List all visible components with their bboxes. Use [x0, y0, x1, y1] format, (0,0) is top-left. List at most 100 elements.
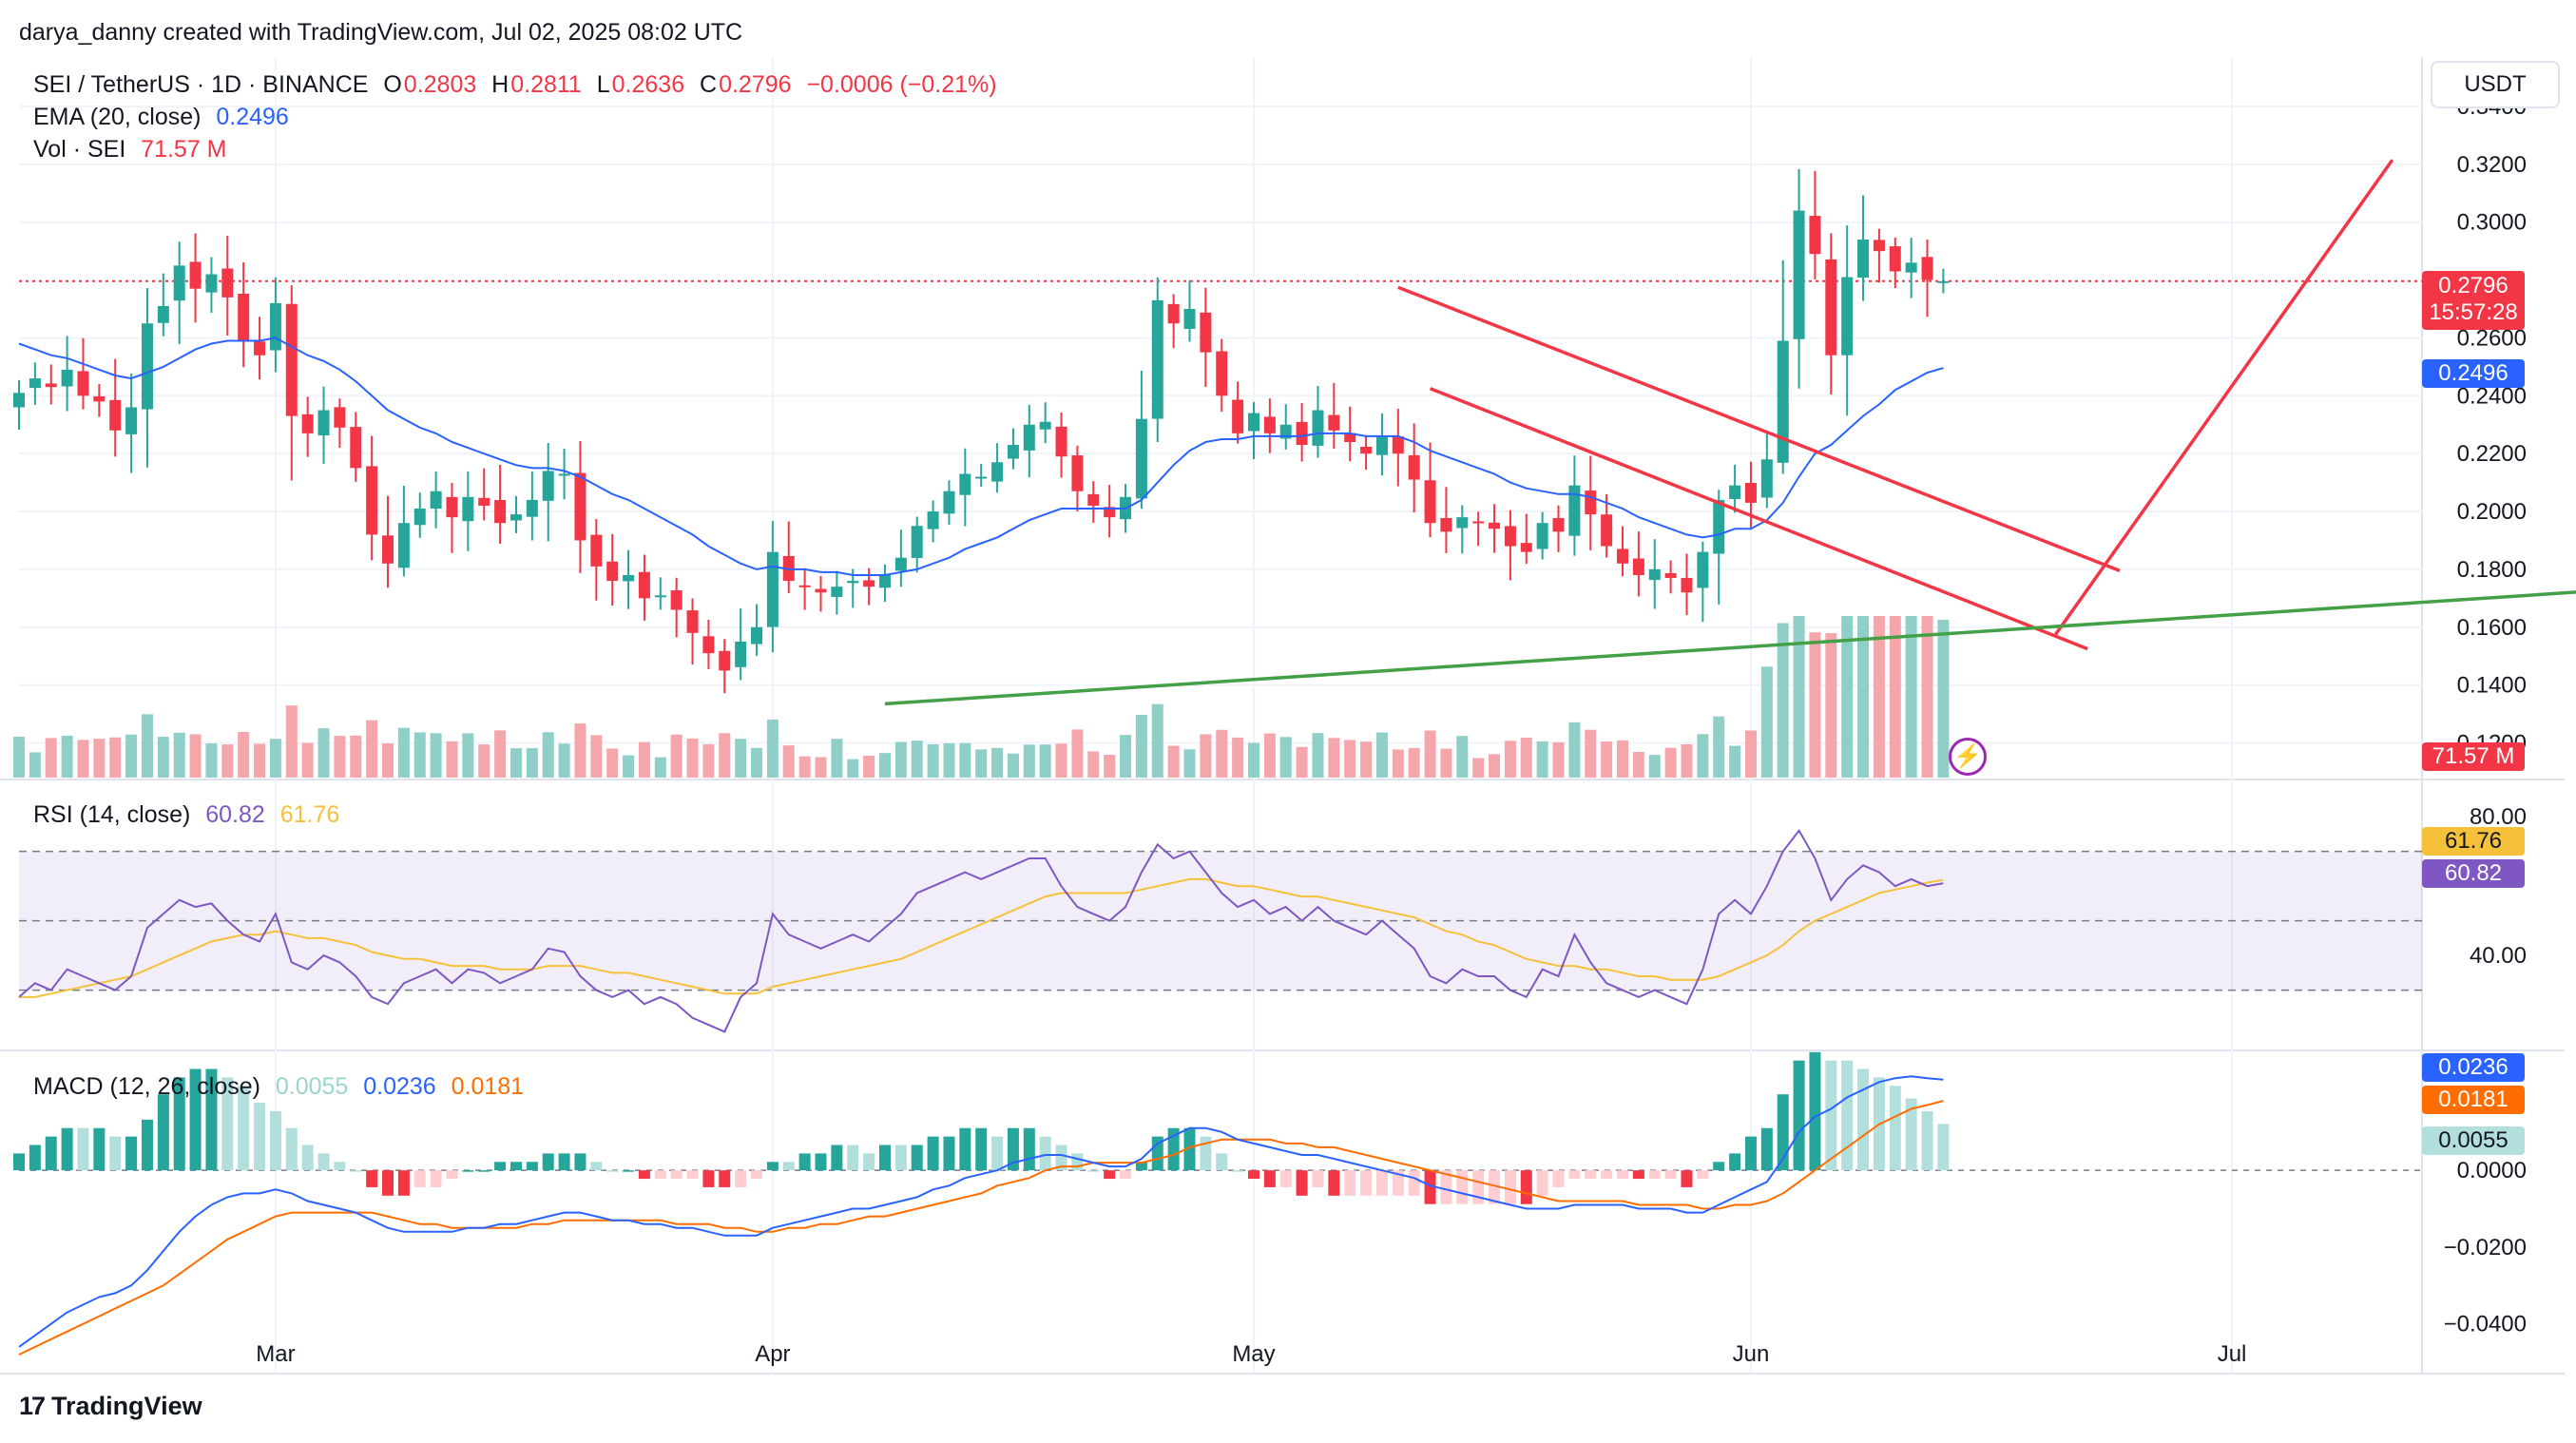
volume-bar: [847, 759, 859, 778]
price-tick-label: 0.1800: [2457, 557, 2527, 583]
volume-bar: [606, 748, 619, 778]
macd-histogram-bar: [815, 1153, 827, 1171]
volume-bar: [1617, 740, 1628, 778]
candle-body: [831, 587, 843, 597]
tradingview-logo[interactable]: 17 TradingView: [19, 1392, 202, 1421]
volume-bar: [1279, 737, 1292, 778]
volume-bar: [1777, 623, 1789, 778]
time-tick-label: Jun: [1733, 1341, 1770, 1367]
candle-body: [1375, 435, 1388, 455]
channel-upper: [1397, 285, 2121, 573]
candle-body: [847, 581, 859, 584]
macd-histogram-bar: [1328, 1170, 1340, 1196]
candle-body: [1793, 210, 1805, 339]
volume-bar: [1632, 751, 1644, 778]
macd-histogram-bar: [526, 1162, 538, 1171]
candle-body: [1568, 485, 1581, 536]
candle-body: [141, 323, 153, 410]
volume-bar: [1520, 737, 1532, 778]
macd-histogram-bar: [1344, 1170, 1356, 1196]
macd-histogram-bar: [413, 1170, 426, 1187]
macd-signal-tag: 0.0181: [2422, 1086, 2525, 1114]
volume-bar: [125, 734, 138, 778]
volume-bar: [157, 737, 169, 778]
volume-bar: [1296, 746, 1308, 778]
macd-histogram-bar: [1601, 1170, 1613, 1180]
macd-histogram-bar: [1007, 1127, 1019, 1171]
volume-bar: [1648, 755, 1661, 778]
legend-macd-label[interactable]: MACD (12, 26, close): [33, 1073, 260, 1100]
currency-button[interactable]: USDT: [2431, 61, 2560, 108]
macd-histogram-bar: [1889, 1086, 1901, 1171]
candle-body: [125, 407, 138, 434]
macd-histogram-bar: [1809, 1051, 1821, 1171]
macd-histogram-bar: [350, 1170, 362, 1172]
macd-histogram-bar: [1296, 1170, 1308, 1196]
candle-body: [1151, 299, 1163, 419]
macd-tick-label: −0.0200: [2444, 1235, 2527, 1260]
volume-bar: [1681, 743, 1693, 778]
macd-histogram-bar: [959, 1127, 971, 1171]
volume-bar: [1328, 738, 1340, 778]
macd-tick-label: 0.0000: [2457, 1158, 2527, 1183]
macd-histogram-bar: [334, 1162, 346, 1171]
legend-symbol[interactable]: SEI / TetherUS · 1D · BINANCE: [33, 71, 369, 98]
candle-body: [45, 383, 57, 388]
macd-histogram-bar: [1520, 1170, 1532, 1204]
volume-bar: [1760, 666, 1773, 778]
macd-histogram-bar: [205, 1068, 218, 1171]
last-price-tag: 0.2796 15:57:28: [2422, 271, 2525, 330]
candle-body: [1825, 259, 1837, 356]
candle-body: [509, 514, 522, 521]
candle-body: [1664, 572, 1677, 579]
volume-bar: [462, 733, 474, 778]
macd-histogram-bar: [831, 1145, 843, 1171]
time-tick-label: Jul: [2218, 1341, 2247, 1367]
macd-histogram-bar: [1135, 1162, 1147, 1171]
volume-bar: [686, 738, 699, 778]
macd-histogram-bar: [1424, 1170, 1436, 1204]
candle-body: [1632, 558, 1644, 575]
candle-body: [189, 261, 202, 289]
volume-bar: [1664, 747, 1677, 778]
lightning-icon[interactable]: ⚡: [1949, 738, 1987, 776]
volume-bar: [509, 748, 522, 778]
macd-histogram-bar: [462, 1170, 474, 1172]
price-tick-label: 0.2000: [2457, 499, 2527, 525]
candle-body: [1504, 526, 1516, 547]
macd-histogram-bar: [1360, 1170, 1373, 1196]
macd-histogram-bar: [1760, 1127, 1773, 1171]
candle-body: [269, 302, 281, 351]
macd-histogram-bar: [670, 1170, 682, 1180]
legend-vol-label[interactable]: Vol · SEI: [33, 136, 126, 163]
candle-body: [1617, 548, 1628, 564]
macd-histogram-bar: [1039, 1136, 1051, 1171]
candle-body: [815, 588, 827, 593]
macd-histogram-bar: [1713, 1162, 1725, 1171]
candle-body: [1360, 446, 1373, 454]
volume-bar: [189, 734, 202, 778]
candle-body: [366, 466, 378, 535]
tv-logo-text: TradingView: [51, 1392, 202, 1420]
candle-body: [1440, 517, 1452, 532]
legend-low-label: L: [596, 71, 610, 98]
candle-body: [670, 589, 682, 610]
candle-body: [430, 491, 442, 510]
volume-bar: [670, 734, 682, 778]
ema20-line: [18, 337, 1944, 576]
last-price-value: 0.2796: [2438, 273, 2509, 298]
candle-body: [478, 497, 490, 506]
legend-volume: Vol · SEI 71.57 M: [33, 136, 229, 164]
legend-rsi-label[interactable]: RSI (14, close): [33, 801, 191, 828]
macd-histogram-bar: [542, 1153, 554, 1171]
macd-histogram-bar: [702, 1170, 715, 1187]
candle-body: [638, 571, 650, 599]
volume-bar: [1408, 747, 1420, 778]
candle-body: [1697, 551, 1709, 588]
volume-bar: [1873, 616, 1885, 778]
macd-histogram-bar: [446, 1170, 458, 1180]
macd-histogram-bar: [254, 1103, 266, 1171]
candle-body: [462, 496, 474, 522]
attribution-text: darya_danny created with TradingView.com…: [19, 19, 743, 46]
legend-ema-label[interactable]: EMA (20, close): [33, 104, 202, 130]
